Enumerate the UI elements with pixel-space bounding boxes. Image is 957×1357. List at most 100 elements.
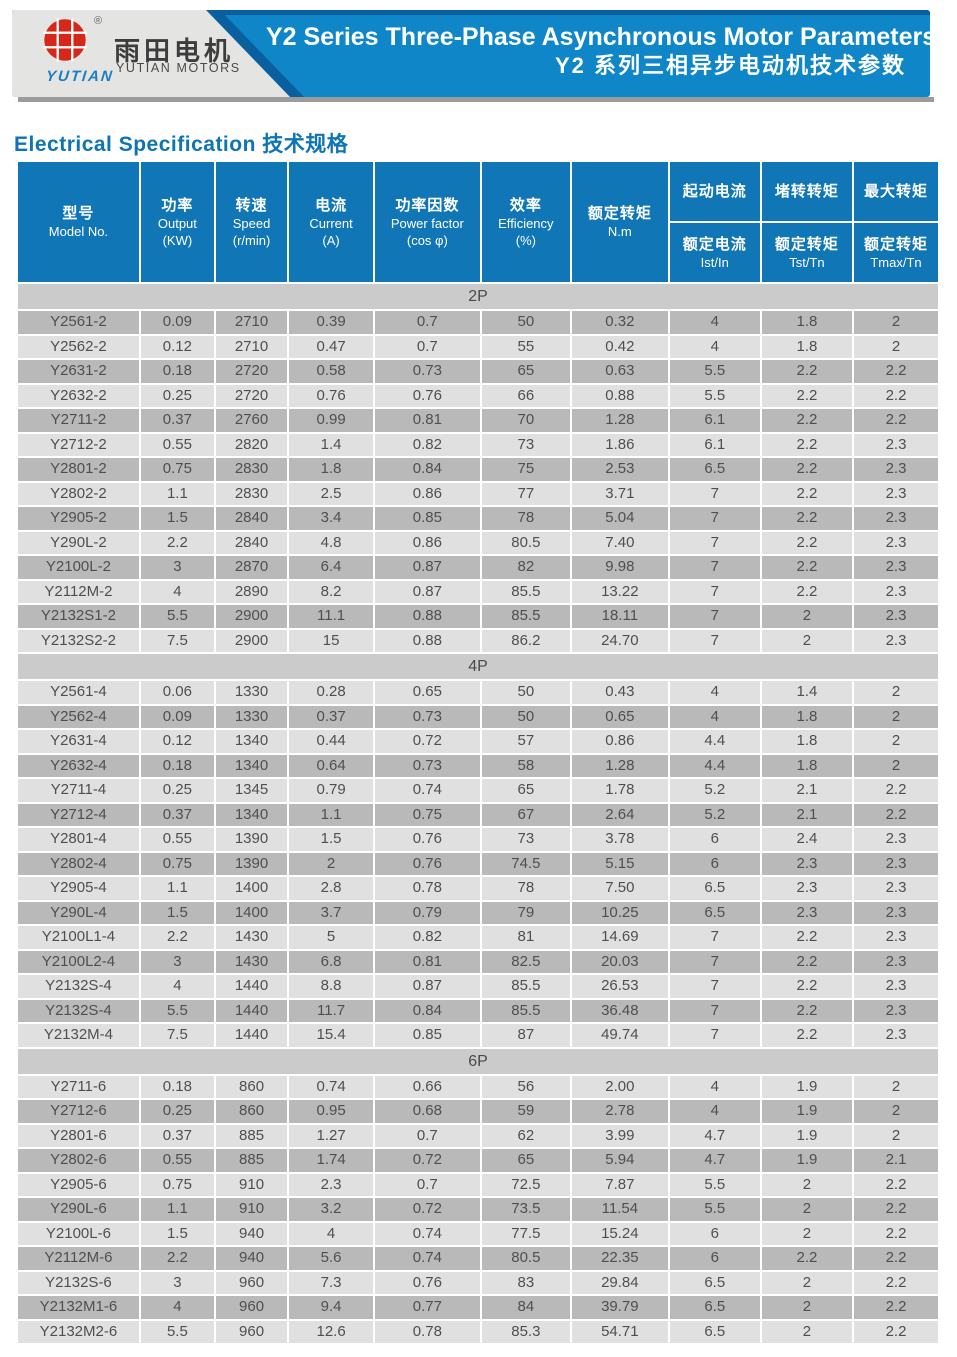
value-cell: 0.37 [140, 409, 214, 432]
value-cell: 7 [669, 531, 760, 554]
value-cell: 83 [481, 1271, 571, 1294]
value-cell: 0.95 [289, 1100, 374, 1123]
value-cell: 0.76 [375, 384, 480, 407]
value-cell: 1390 [215, 852, 288, 875]
model-cell: Y2132S1-2 [18, 605, 139, 628]
value-cell: 0.76 [375, 852, 480, 875]
value-cell: 2.00 [572, 1075, 668, 1098]
table-row: Y290L-6 1.1 910 3.2 0.72 73.5 11.54 5.5 2 2.2 [18, 1198, 938, 1221]
yutian-logo-icon [43, 18, 87, 62]
value-cell: 1.9 [761, 1124, 853, 1147]
value-cell: 3.71 [572, 482, 668, 505]
value-cell: 0.55 [140, 1149, 214, 1172]
value-cell: 2.2 [854, 1173, 938, 1196]
value-cell: 0.65 [375, 681, 480, 704]
header-row-bottom: 额定电流 Ist/In 额定转矩 Tst/Tn 额定转矩 Tmax/Tn [18, 223, 938, 282]
value-cell: 0.72 [375, 1149, 480, 1172]
value-cell: 5 [289, 926, 374, 949]
value-cell: 0.47 [289, 335, 374, 358]
value-cell: 1.8 [289, 458, 374, 481]
value-cell: 7.5 [140, 629, 214, 652]
value-cell: 78 [481, 507, 571, 530]
value-cell: 0.58 [289, 360, 374, 383]
value-cell: 2.2 [761, 433, 853, 456]
value-cell: 4 [669, 335, 760, 358]
page-title: Electrical Specification 技术规格 [14, 128, 348, 158]
value-cell: 2.8 [289, 877, 374, 900]
value-cell: 0.78 [375, 877, 480, 900]
model-cell: Y2905-2 [18, 507, 139, 530]
value-cell: 2.3 [854, 1024, 938, 1047]
value-cell: 860 [215, 1100, 288, 1123]
value-cell: 7 [669, 605, 760, 628]
value-cell: 2.2 [761, 1024, 853, 1047]
model-cell: Y2711-2 [18, 409, 139, 432]
value-cell: 2 [854, 335, 938, 358]
motor-parameters-table: 型号 Model No. 功率 Output (KW) 转速 Speed (r/… [16, 160, 940, 1345]
value-cell: 1.8 [761, 754, 853, 777]
value-cell: 9.98 [572, 556, 668, 579]
model-cell: Y2561-4 [18, 681, 139, 704]
col-header-power-factor: 功率因数 Power factor (cos φ) [375, 162, 480, 282]
value-cell: 0.25 [140, 779, 214, 802]
value-cell: 2.78 [572, 1100, 668, 1123]
value-cell: 0.73 [375, 360, 480, 383]
value-cell: 8.2 [289, 580, 374, 603]
section-label: 2P [18, 284, 938, 309]
value-cell: 0.87 [375, 580, 480, 603]
table-row: Y2801-4 0.55 1390 1.5 0.76 73 3.78 6 2.4 2.3 [18, 828, 938, 851]
table-row: Y2631-4 0.12 1340 0.44 0.72 57 0.86 4.4 1.8 2 [18, 730, 938, 753]
value-cell: 2900 [215, 605, 288, 628]
value-cell: 0.74 [375, 1247, 480, 1270]
value-cell: 1400 [215, 901, 288, 924]
table-row: Y2631-2 0.18 2720 0.58 0.73 65 0.63 5.5 2.2 2.2 [18, 360, 938, 383]
model-cell: Y2112M-2 [18, 580, 139, 603]
value-cell: 2.2 [854, 409, 938, 432]
value-cell: 0.99 [289, 409, 374, 432]
value-cell: 7 [669, 975, 760, 998]
value-cell: 0.7 [375, 1124, 480, 1147]
value-cell: 0.76 [375, 828, 480, 851]
value-cell: 0.06 [140, 681, 214, 704]
value-cell: 72.5 [481, 1173, 571, 1196]
value-cell: 5.94 [572, 1149, 668, 1172]
value-cell: 2.1 [761, 803, 853, 826]
model-cell: Y2100L1-4 [18, 926, 139, 949]
table-row: Y2905-4 1.1 1400 2.8 0.78 78 7.50 6.5 2.3 2.3 [18, 877, 938, 900]
value-cell: 1.8 [761, 730, 853, 753]
value-cell: 0.88 [375, 629, 480, 652]
value-cell: 2 [854, 681, 938, 704]
value-cell: 960 [215, 1271, 288, 1294]
model-cell: Y290L-4 [18, 901, 139, 924]
model-cell: Y2631-4 [18, 730, 139, 753]
table-row: Y2905-6 0.75 910 2.3 0.7 72.5 7.87 5.5 2 2.2 [18, 1173, 938, 1196]
value-cell: 50 [481, 311, 571, 334]
value-cell: 1.8 [761, 311, 853, 334]
value-cell: 1440 [215, 999, 288, 1022]
value-cell: 75 [481, 458, 571, 481]
value-cell: 0.74 [375, 779, 480, 802]
value-cell: 960 [215, 1296, 288, 1319]
value-cell: 2.2 [761, 531, 853, 554]
table-row: Y2802-2 1.1 2830 2.5 0.86 77 3.71 7 2.2 2.3 [18, 482, 938, 505]
value-cell: 3.99 [572, 1124, 668, 1147]
value-cell: 860 [215, 1075, 288, 1098]
value-cell: 2.2 [140, 531, 214, 554]
col-header-speed: 转速 Speed (r/min) [215, 162, 288, 282]
value-cell: 7 [669, 629, 760, 652]
model-cell: Y2802-6 [18, 1149, 139, 1172]
spec-table-body: 2P Y2561-2 0.09 2710 0.39 0.7 50 0.32 4 1.8 2 Y2562… [18, 284, 938, 1343]
value-cell: 1.9 [761, 1149, 853, 1172]
value-cell: 2.2 [854, 1271, 938, 1294]
value-cell: 1.28 [572, 754, 668, 777]
value-cell: 0.18 [140, 1075, 214, 1098]
value-cell: 3.78 [572, 828, 668, 851]
value-cell: 940 [215, 1247, 288, 1270]
value-cell: 2.5 [289, 482, 374, 505]
page-title-zh: 技术规格 [262, 133, 349, 156]
value-cell: 2.2 [140, 1247, 214, 1270]
value-cell: 0.66 [375, 1075, 480, 1098]
value-cell: 2.3 [854, 531, 938, 554]
value-cell: 78 [481, 877, 571, 900]
